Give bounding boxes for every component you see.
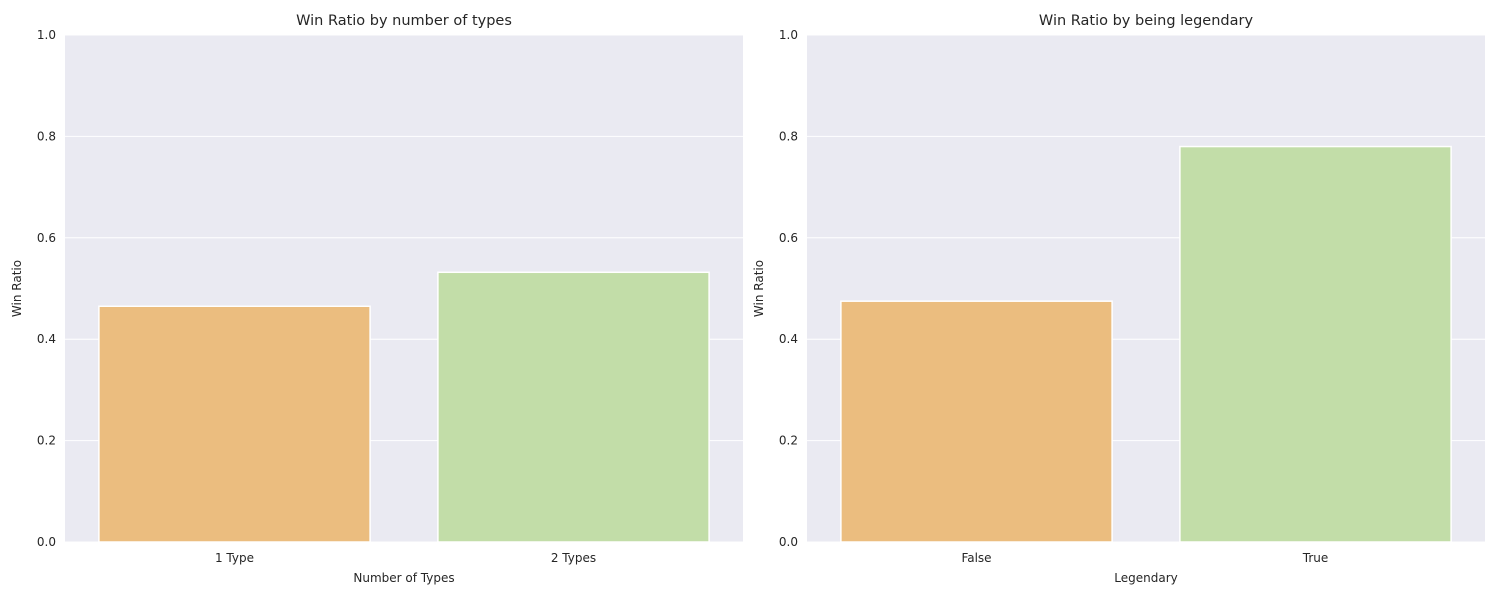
bar-true: [1179, 145, 1452, 543]
chart-panel-1: 0.0 0.2 0.4 0.6 0.8 1.0 1 Type 2 Types Win Ratio…: [10, 13, 743, 585]
y-tick-label: 0.8: [779, 129, 798, 143]
y-tick-label: 0.2: [779, 434, 798, 448]
y-tick-label: 0.6: [779, 231, 798, 245]
bar-1-type: [98, 305, 371, 543]
x-tick-label: True: [1302, 551, 1329, 565]
y-tick-label: 0.2: [37, 434, 56, 448]
chart-title: Win Ratio by being legendary: [1039, 13, 1254, 29]
x-tick-label: 1 Type: [215, 551, 254, 565]
chart-panel-2: 0.0 0.2 0.4 0.6 0.8 1.0 False True Win Ratio by …: [752, 13, 1485, 585]
x-axis-label: Legendary: [1114, 571, 1177, 585]
x-tick-label: 2 Types: [551, 551, 596, 565]
chart-title: Win Ratio by number of types: [296, 13, 512, 29]
y-tick-label: 0.8: [37, 129, 56, 143]
y-tick-label: 0.6: [37, 231, 56, 245]
y-tick-label: 0.0: [37, 535, 56, 549]
y-tick-label: 0.0: [779, 535, 798, 549]
x-axis-label: Number of Types: [353, 571, 454, 585]
bar-2-types: [437, 271, 710, 543]
y-tick-label: 1.0: [779, 28, 798, 42]
y-tick-label: 0.4: [37, 332, 56, 346]
y-tick-label: 1.0: [37, 28, 56, 42]
x-tick-label: False: [961, 551, 991, 565]
y-axis-label: Win Ratio: [10, 260, 24, 317]
y-tick-label: 0.4: [779, 332, 798, 346]
y-axis-label: Win Ratio: [752, 260, 766, 317]
bar-false: [840, 300, 1113, 543]
